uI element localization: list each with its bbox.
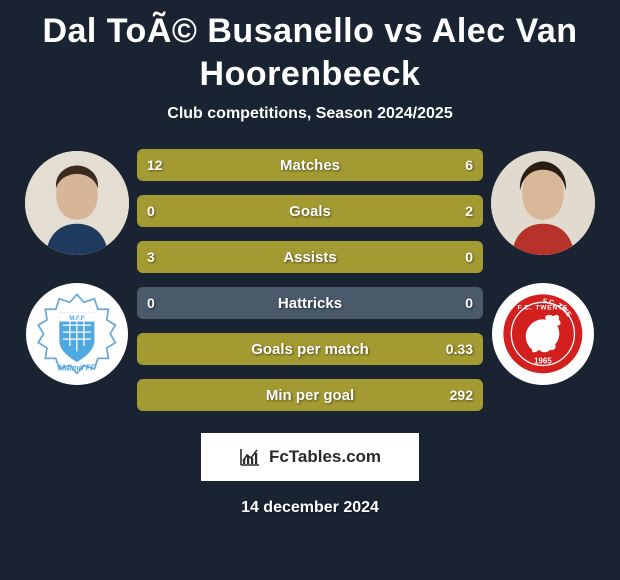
stat-bar-matches: 126Matches [137, 149, 483, 181]
stat-right-value: 0.33 [446, 341, 473, 357]
brand-text: FcTables.com [269, 447, 381, 467]
stat-right-value: 292 [450, 387, 473, 403]
stat-right-value: 2 [465, 203, 473, 219]
stat-right-value: 0 [465, 295, 473, 311]
svg-text:F.C. TWENTE: F.C. TWENTE [518, 304, 569, 311]
stat-right-value: 0 [465, 249, 473, 265]
stat-values: 30 [137, 241, 483, 273]
stats-column: 126Matches02Goals30Assists00Hattricks0.3… [137, 143, 483, 411]
stat-bar-goals: 02Goals [137, 195, 483, 227]
stat-right-value: 6 [465, 157, 473, 173]
right-player-column: F.C. TWENTE F.C. TWENTE 1965 [491, 143, 595, 385]
stat-bar-hattricks: 00Hattricks [137, 287, 483, 319]
stat-values: 0.33 [137, 333, 483, 365]
stat-left-value: 12 [147, 157, 163, 173]
comparison-panel: M.F.F Malmö FF 126Matches02Goals30Assist… [6, 143, 614, 411]
brand-chart-icon [239, 447, 261, 467]
stat-left-value: 3 [147, 249, 155, 265]
stat-bar-min-per-goal: 292Min per goal [137, 379, 483, 411]
stat-left-value: 0 [147, 295, 155, 311]
player-left-club-logo: M.F.F Malmö FF [26, 283, 128, 385]
stat-values: 00 [137, 287, 483, 319]
date-label: 14 december 2024 [241, 499, 379, 517]
brand-badge: FcTables.com [201, 433, 419, 481]
svg-text:Malmö FF: Malmö FF [59, 364, 96, 373]
stat-bar-goals-per-match: 0.33Goals per match [137, 333, 483, 365]
player-left-avatar [25, 151, 129, 255]
subtitle: Club competitions, Season 2024/2025 [167, 105, 452, 123]
svg-text:M.F.F: M.F.F [69, 315, 85, 322]
stat-bar-assists: 30Assists [137, 241, 483, 273]
stat-values: 292 [137, 379, 483, 411]
stat-values: 02 [137, 195, 483, 227]
stat-values: 12 6 [137, 149, 483, 181]
player-right-avatar [491, 151, 595, 255]
stat-left-value: 0 [147, 203, 155, 219]
player-right-club-logo: F.C. TWENTE F.C. TWENTE 1965 [492, 283, 594, 385]
svg-text:1965: 1965 [534, 357, 552, 366]
page-title: Dal ToÃ© Busanello vs Alec Van Hoorenbee… [6, 10, 614, 95]
left-player-column: M.F.F Malmö FF [25, 143, 129, 385]
